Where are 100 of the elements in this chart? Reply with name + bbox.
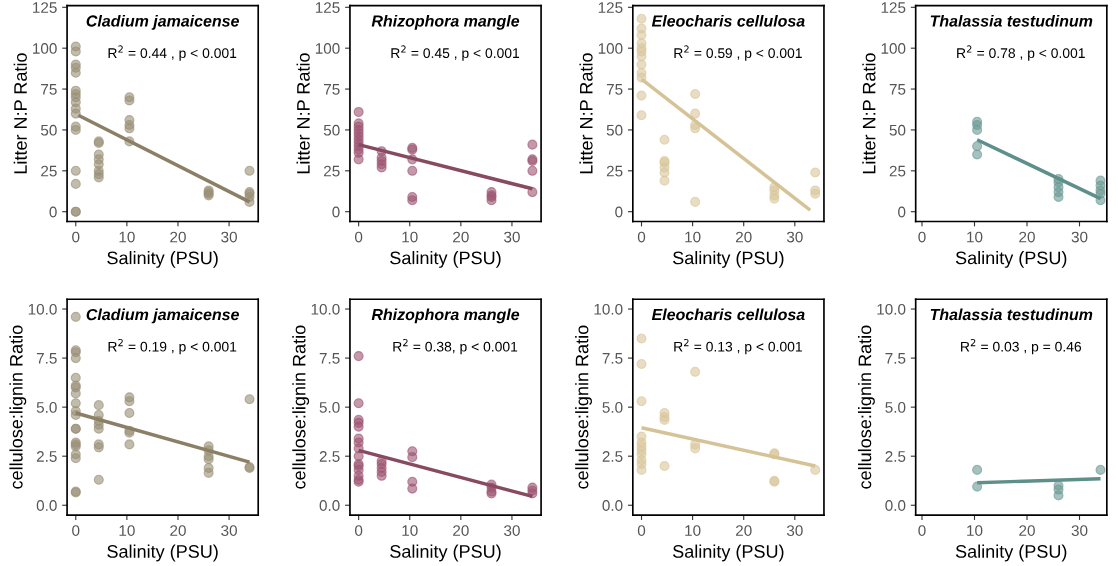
y-tick-label: 25 bbox=[324, 165, 340, 177]
text: Cladium jamaicense bbox=[86, 14, 239, 30]
y-tick-label: 125 bbox=[33, 2, 57, 13]
y-tick-label: 2.5 bbox=[36, 451, 57, 462]
y-tick-label: 100 bbox=[33, 43, 57, 54]
annotation: R$^{2}$ = 0.38, p < 0.001 bbox=[393, 338, 518, 355]
x-tick-label: 10 bbox=[402, 231, 418, 243]
y-tick-label: 10.0 bbox=[877, 303, 906, 315]
x-axis-title: Salinity (PSU) bbox=[955, 251, 1067, 268]
x-tick-label: 30 bbox=[221, 525, 237, 536]
y-tick-label: 10.0 bbox=[311, 303, 340, 315]
y-tick-label: 50 bbox=[606, 124, 623, 136]
x-axis-title: Salinity (PSU) bbox=[390, 544, 501, 562]
x-tick-label: 0 bbox=[918, 525, 926, 536]
y-tick-label: 0.0 bbox=[602, 500, 623, 511]
y-axis-title: Litter N:P Ratio bbox=[579, 53, 593, 174]
x-tick-label: 30 bbox=[504, 525, 520, 536]
x-tick-label: 20 bbox=[170, 231, 186, 243]
x-tick-label: 20 bbox=[170, 525, 186, 536]
y-axis-title: Litter N:P Ratio bbox=[862, 53, 876, 174]
y-tick-label: 10.0 bbox=[594, 303, 623, 315]
y-tick-label: 2.5 bbox=[885, 451, 906, 462]
y-tick-label: 75 bbox=[889, 84, 906, 95]
y-tick-label: 125 bbox=[881, 2, 906, 13]
y-tick-label: 50 bbox=[323, 124, 340, 136]
x-tick-label: 10 bbox=[119, 525, 135, 536]
y-tick-label: 50 bbox=[40, 124, 57, 136]
y-tick-label: 0.0 bbox=[36, 500, 57, 511]
y-axis-title: cellulose:lignin Ratio bbox=[575, 325, 592, 489]
y-tick-label: 50 bbox=[889, 124, 906, 136]
text: Rhizophora mangle bbox=[371, 14, 520, 30]
x-axis-title: Salinity (PSU) bbox=[673, 544, 784, 562]
y-tick-label: 125 bbox=[598, 2, 623, 13]
annotation: R$^{2}$ = 0.78 , p < 0.001 bbox=[957, 45, 1085, 61]
x-tick-label: 20 bbox=[735, 231, 752, 243]
y-tick-label: 2.5 bbox=[602, 451, 623, 462]
x-tick-label: 10 bbox=[967, 231, 983, 243]
x-tick-label: 10 bbox=[685, 231, 701, 243]
y-tick-label: 10.0 bbox=[28, 303, 57, 315]
y-tick-label: 75 bbox=[606, 84, 623, 95]
y-tick-label: 5.0 bbox=[602, 402, 623, 413]
y-tick-label: 7.5 bbox=[602, 353, 623, 364]
x-tick-label: 30 bbox=[504, 231, 520, 243]
annotation: R$^{2}$ = 0.03 , p = 0.46 bbox=[961, 338, 1082, 355]
chart-title: Thalassia testudinum bbox=[930, 308, 1093, 321]
x-tick-label: 20 bbox=[1019, 525, 1035, 536]
y-tick-label: 0 bbox=[615, 206, 623, 218]
chart-title: Eleocharis cellulosa bbox=[651, 14, 805, 27]
chart-title: Eleocharis cellulosa bbox=[651, 308, 805, 321]
y-tick-label: 25 bbox=[41, 165, 57, 177]
x-tick-label: 20 bbox=[453, 525, 469, 536]
x-axis-title: Salinity (PSU) bbox=[673, 251, 784, 268]
y-tick-label: 75 bbox=[324, 84, 340, 95]
y-tick-label: 100 bbox=[315, 43, 340, 54]
x-tick-label: 30 bbox=[1071, 231, 1088, 243]
text: Rhizophora mangle bbox=[371, 308, 520, 324]
y-tick-label: 7.5 bbox=[885, 353, 906, 364]
x-tick-label: 0 bbox=[918, 231, 926, 243]
x-axis-title: Salinity (PSU) bbox=[107, 544, 218, 562]
x-axis-title: Salinity (PSU) bbox=[390, 251, 501, 268]
x-tick-label: 0 bbox=[354, 525, 363, 536]
annotation: R$^{2}$ = 0.45 , p < 0.001 bbox=[391, 45, 520, 61]
x-tick-label: 0 bbox=[354, 231, 363, 243]
y-tick-label: 0 bbox=[898, 206, 906, 218]
y-tick-label: 7.5 bbox=[319, 353, 340, 364]
annotation: R$^{2}$ = 0.19 , p < 0.001 bbox=[108, 338, 237, 355]
y-tick-label: 5.0 bbox=[885, 402, 906, 413]
chart-title: Thalassia testudinum bbox=[930, 14, 1093, 27]
x-axis-title: Salinity (PSU) bbox=[107, 251, 218, 268]
y-tick-label: 100 bbox=[881, 43, 906, 54]
y-axis-title: cellulose:lignin Ratio bbox=[292, 325, 310, 489]
y-tick-label: 0 bbox=[332, 206, 340, 218]
annotation: R$^{2}$ = 0.44 , p < 0.001 bbox=[108, 45, 237, 61]
x-tick-label: 20 bbox=[735, 525, 752, 536]
y-axis-title: cellulose:lignin Ratio bbox=[9, 325, 27, 489]
x-tick-label: 0 bbox=[637, 525, 646, 536]
y-tick-label: 100 bbox=[598, 43, 623, 54]
x-tick-label: 30 bbox=[1071, 525, 1088, 536]
y-axis-title: cellulose:lignin Ratio bbox=[858, 325, 875, 489]
x-tick-label: 30 bbox=[786, 525, 803, 536]
y-tick-label: 0.0 bbox=[319, 500, 340, 511]
y-axis-title: Litter N:P Ratio bbox=[296, 53, 310, 174]
x-tick-label: 0 bbox=[72, 231, 80, 243]
y-tick-label: 25 bbox=[889, 165, 906, 177]
x-tick-label: 10 bbox=[967, 525, 983, 536]
y-tick-label: 25 bbox=[606, 165, 623, 177]
x-tick-label: 0 bbox=[72, 525, 80, 536]
text: Cladium jamaicense bbox=[86, 308, 239, 324]
y-tick-label: 2.5 bbox=[319, 451, 340, 462]
y-tick-label: 5.0 bbox=[319, 402, 340, 413]
x-tick-label: 10 bbox=[119, 231, 135, 243]
y-axis-title: Litter N:P Ratio bbox=[13, 53, 27, 174]
x-tick-label: 0 bbox=[637, 231, 646, 243]
x-tick-label: 30 bbox=[221, 231, 237, 243]
y-tick-label: 5.0 bbox=[36, 402, 57, 413]
annotation: R$^{2}$ = 0.59 , p < 0.001 bbox=[674, 45, 802, 61]
y-tick-label: 125 bbox=[315, 2, 340, 13]
x-tick-label: 30 bbox=[786, 231, 803, 243]
y-tick-label: 7.5 bbox=[36, 353, 57, 364]
y-tick-label: 0 bbox=[49, 206, 57, 218]
